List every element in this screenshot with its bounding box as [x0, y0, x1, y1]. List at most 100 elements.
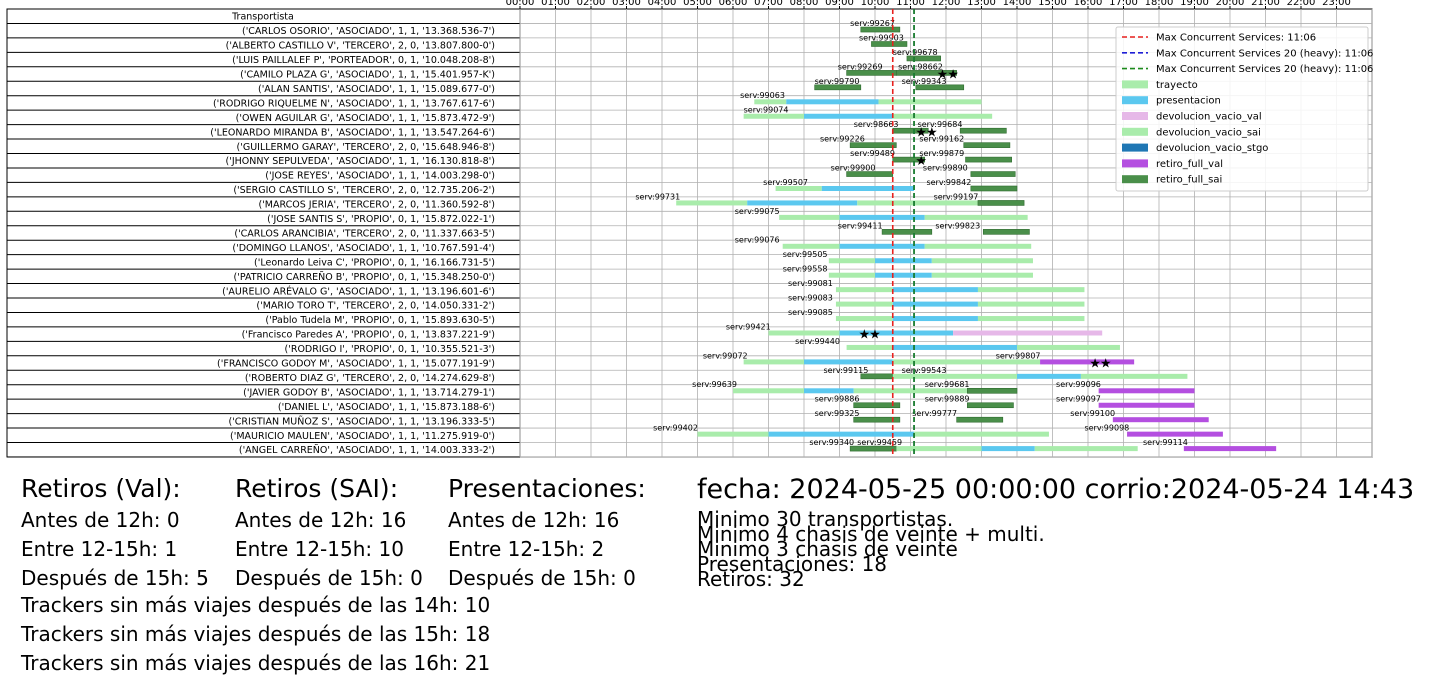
- service-label: serv:99889: [925, 395, 970, 404]
- legend-label: trayecto: [1156, 80, 1198, 91]
- service-label: serv:99639: [692, 380, 737, 389]
- service-label: serv:99340: [809, 438, 854, 447]
- summary-val-line: Después de 15h: 5: [21, 566, 209, 590]
- table-header: Transportista: [231, 12, 294, 23]
- bar-trayecto: [733, 388, 804, 394]
- legend-label: devolucion_vacio_stgo: [1156, 143, 1268, 154]
- bar-retiro_full_val: [1098, 388, 1195, 394]
- row-label: ('CARLOS OSORIO', 'ASOCIADO', 1, 1, '13.…: [242, 26, 495, 37]
- row-label: ('ALAN SANTIS', 'ASOCIADO', 1, 1, '15.08…: [258, 84, 495, 95]
- service-label: serv:99507: [763, 178, 808, 187]
- bar-trayecto: [914, 431, 1049, 437]
- row-label: ('MAURICIO MAULEN', 'ASOCIADO', 1, 1, '1…: [230, 431, 495, 442]
- summary-sai-title: Retiros (SAI):: [235, 474, 399, 503]
- summary-pres-line: Entre 12-15h: 2: [448, 537, 605, 561]
- summary-val-line: Entre 12-15h: 1: [21, 537, 178, 561]
- bar-trayecto: [1080, 373, 1188, 379]
- bar-retiro_full_sai: [853, 416, 901, 423]
- row-label: ('LUIS PAILLALEF P', 'PORTEADOR', 0, 1, …: [232, 55, 495, 66]
- x-tick-label: 21:00: [1251, 0, 1280, 8]
- row-label: ('CAMILO PLAZA G', 'ASOCIADO', 1, 1, '15…: [240, 70, 495, 81]
- x-tick-label: 15:00: [1038, 0, 1067, 8]
- legend-swatch: [1122, 112, 1148, 120]
- bar-retiro_full_sai: [895, 70, 957, 76]
- bar-retiro_full_sai: [906, 55, 941, 62]
- bar-retiro_full_val: [1127, 431, 1223, 437]
- service-label: serv:99886: [815, 395, 860, 404]
- bar-retiro_full_sai: [956, 416, 1004, 423]
- transportista-table: Transportista ('CARLOS OSORIO', 'ASOCIADO…: [6, 8, 521, 458]
- summary-sai: Retiros (SAI): Antes de 12h: 16 Entre 12…: [235, 474, 423, 593]
- service-label: serv:99325: [815, 409, 860, 418]
- row-label: ('GUILLERMO GARAY', 'TERCERO', 2, 0, '15…: [237, 142, 495, 153]
- minimo-line: Minimo 3 chasis de veinte: [697, 537, 958, 561]
- service-label: serv:99402: [653, 424, 698, 433]
- service-label: serv:99226: [820, 135, 865, 144]
- row-label: ('JAVIER GODOY B', 'ASOCIADO', 1, 1, '13…: [243, 387, 495, 398]
- row-label: ('ROBERTO DIAZ G', 'TERCERO', 2, 0, '14.…: [245, 373, 495, 384]
- bar-trayecto: [828, 272, 875, 278]
- x-tick-label: 17:00: [1109, 0, 1138, 8]
- legend-label: retiro_full_val: [1156, 159, 1223, 170]
- x-tick-label: 13:00: [967, 0, 996, 8]
- bar-presentacion: [839, 330, 954, 336]
- bar-trayecto: [924, 214, 1028, 220]
- service-label: serv:99900: [831, 163, 876, 172]
- legend-box: [1115, 26, 1369, 192]
- minimo-line: Minimo 30 transportistas.: [697, 507, 954, 531]
- service-label: serv:99098: [1084, 424, 1129, 433]
- service-label: serv:99074: [744, 106, 789, 115]
- row-label: ('Francisco Paredes A', 'PROPIO', 0, 1, …: [242, 330, 495, 341]
- row-label: ('Leonardo Leiva C', 'PROPIO', 0, 1, '16…: [254, 257, 495, 268]
- service-label: serv:99114: [1143, 438, 1188, 447]
- service-label: serv:99731: [635, 192, 680, 201]
- bar-trayecto: [835, 287, 893, 293]
- x-tick-label: 18:00: [1145, 0, 1174, 8]
- bar-trayecto: [754, 99, 787, 105]
- bar-presentacion: [839, 243, 925, 249]
- bar-retiro_full_val: [1098, 402, 1195, 408]
- x-tick-label: 14:00: [1003, 0, 1032, 8]
- service-label: serv:99063: [740, 91, 785, 100]
- x-tick-label: 20:00: [1216, 0, 1245, 8]
- bar-retiro_full_sai: [846, 171, 894, 177]
- service-label: serv:99684: [918, 120, 963, 129]
- service-label: serv:99076: [735, 236, 780, 245]
- service-label: serv:99081: [788, 279, 833, 288]
- bar-trayecto: [846, 344, 893, 350]
- summary-right: fecha: 2024-05-25 00:00:00 corrio:2024-0…: [697, 474, 1414, 589]
- service-label: serv:99115: [824, 366, 869, 375]
- bar-presentacion: [981, 446, 1035, 452]
- legend-swatch: [1122, 96, 1148, 105]
- row-label: ('CARLOS ARANCIBIA', 'TERCERO', 2, 0, '1…: [234, 228, 495, 239]
- service-label: serv:99842: [926, 178, 971, 187]
- row-label: ('JOSE SANTIS S', 'PROPIO', 0, 1, '15.87…: [267, 214, 495, 225]
- service-label: serv:99890: [923, 163, 968, 172]
- bar-trayecto: [743, 113, 804, 119]
- bars: [676, 26, 1277, 452]
- bar-retiro_full_val: [1183, 446, 1277, 452]
- bar-trayecto: [931, 258, 1033, 264]
- row-label: ('AURELIO ARÉVALO G', 'ASOCIADO', 1, 1, …: [222, 285, 495, 297]
- bar-trayecto: [779, 214, 840, 220]
- legend-label: Max Concurrent Services 20 (heavy): 11:0…: [1156, 48, 1373, 59]
- bar-trayecto: [977, 316, 1085, 322]
- bar-retiro_full_sai: [966, 402, 1014, 409]
- bar-presentacion: [875, 258, 932, 264]
- service-label: serv:99411: [838, 221, 883, 230]
- star-marker: ★: [859, 328, 871, 343]
- minimo-line: Minimo 4 chasis de veinte + multi.: [697, 522, 1045, 546]
- bar-retiro_full_sai: [965, 156, 1012, 163]
- x-tick-label: 10:00: [861, 0, 890, 8]
- x-tick-label: 07:00: [754, 0, 783, 8]
- service-label: serv:99421: [726, 322, 771, 331]
- bar-trayecto: [1034, 446, 1138, 452]
- bar-presentacion: [875, 272, 932, 278]
- bar-presentacion: [804, 359, 893, 365]
- summary-pres-line: Antes de 12h: 16: [448, 508, 620, 532]
- service-label: serv:99903: [859, 33, 904, 42]
- service-label: serv:99083: [788, 294, 833, 303]
- bar-trayecto: [853, 388, 968, 394]
- x-tick-label: 12:00: [932, 0, 961, 8]
- summary-presentaciones: Presentaciones: Antes de 12h: 16 Entre 1…: [448, 474, 646, 593]
